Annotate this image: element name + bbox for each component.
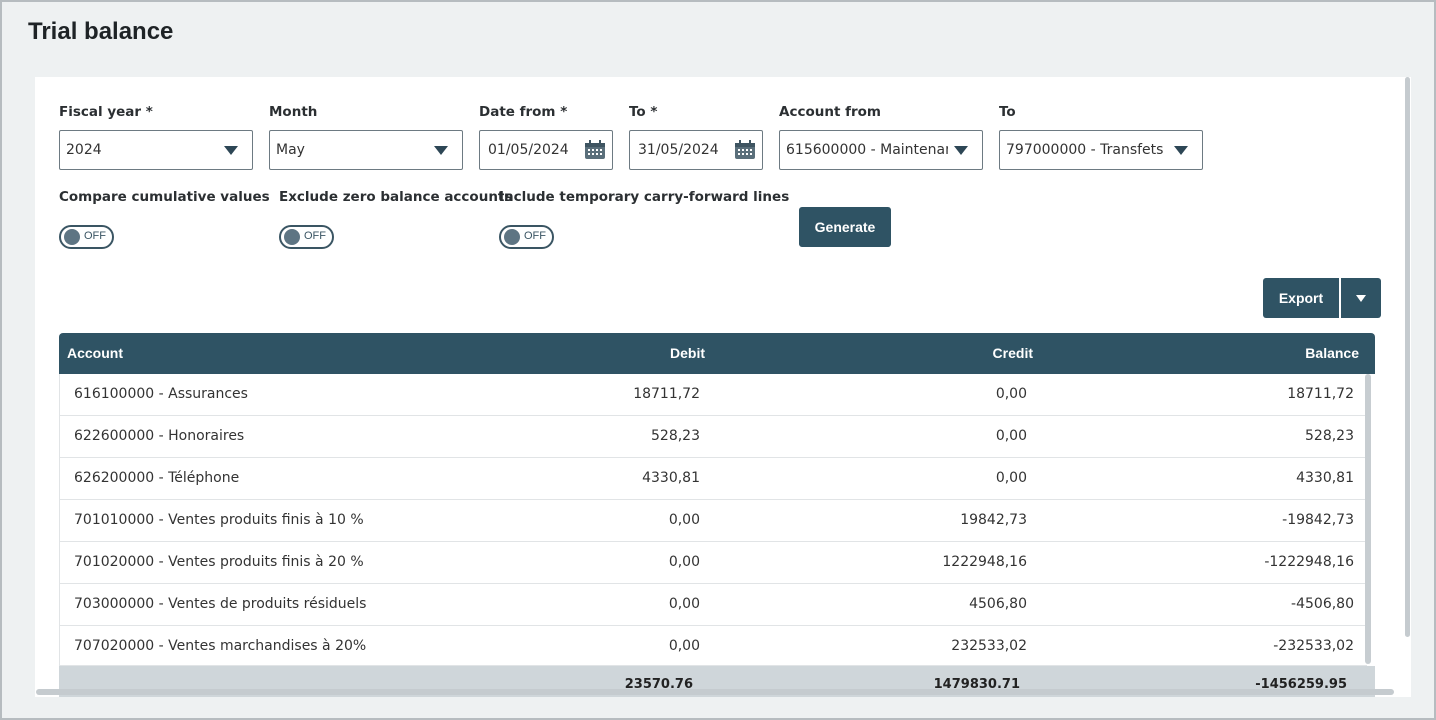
table-row[interactable]: 626200000 - Téléphone 4330,81 0,00 4330,… — [59, 458, 1367, 500]
toggle-state: OFF — [524, 230, 546, 242]
table-header: Account Debit Credit Balance — [59, 333, 1375, 374]
cell-account: 707020000 - Ventes marchandises à 20% — [74, 638, 367, 654]
calendar-icon[interactable] — [584, 140, 606, 160]
cell-balance: 4330,81 — [1296, 470, 1354, 486]
cell-credit: 4506,80 — [969, 596, 1027, 612]
toggle-state: OFF — [304, 230, 326, 242]
col-credit: Credit — [992, 345, 1033, 361]
compare-cumulative-label: Compare cumulative values — [59, 189, 270, 205]
page-horizontal-scrollbar[interactable] — [36, 689, 1394, 695]
cell-debit: 0,00 — [668, 512, 700, 528]
compare-cumulative-toggle[interactable]: OFF — [59, 225, 114, 249]
exclude-zero-toggle[interactable]: OFF — [279, 225, 334, 249]
cell-account: 616100000 - Assurances — [74, 386, 248, 402]
table-row[interactable]: 701010000 - Ventes produits finis à 10 %… — [59, 500, 1367, 542]
cell-credit: 1222948,16 — [942, 554, 1027, 570]
include-carry-forward-toggle[interactable]: OFF — [499, 225, 554, 249]
toggle-knob — [504, 229, 520, 245]
table-row[interactable]: 703000000 - Ventes de produits résiduels… — [59, 584, 1367, 626]
account-from-select[interactable]: 615600000 - Maintenance — [779, 130, 983, 170]
cell-account: 622600000 - Honoraires — [74, 428, 245, 444]
page-vertical-scrollbar[interactable] — [1405, 77, 1410, 637]
table-row[interactable]: 707020000 - Ventes marchandises à 20% 0,… — [59, 626, 1367, 666]
cell-credit: 19842,73 — [960, 512, 1027, 528]
cell-balance: 18711,72 — [1287, 386, 1354, 402]
page-title: Trial balance — [28, 18, 174, 45]
fiscal-year-select[interactable]: 2024 — [59, 130, 253, 170]
cell-balance: -1222948,16 — [1264, 554, 1354, 570]
cell-account: 703000000 - Ventes de produits résiduels — [74, 596, 367, 612]
cell-account: 701020000 - Ventes produits finis à 20 % — [74, 554, 364, 570]
exclude-zero-label: Exclude zero balance accounts — [279, 189, 513, 205]
col-debit: Debit — [670, 345, 705, 361]
cell-balance: -4506,80 — [1291, 596, 1354, 612]
toggle-state: OFF — [84, 230, 106, 242]
cell-account: 626200000 - Téléphone — [74, 470, 240, 486]
account-to-select[interactable]: 797000000 - Transfets de — [999, 130, 1203, 170]
date-to-label: To * — [629, 104, 658, 120]
export-menu-button[interactable] — [1341, 278, 1381, 318]
cell-debit: 0,00 — [668, 638, 700, 654]
cell-debit: 0,00 — [668, 596, 700, 612]
date-to-value: 31/05/2024 — [638, 142, 719, 158]
chevron-down-icon — [1356, 294, 1366, 302]
cell-credit: 0,00 — [995, 470, 1027, 486]
account-from-label: Account from — [779, 104, 881, 120]
cell-balance: -232533,02 — [1273, 638, 1354, 654]
account-to-label: To — [999, 104, 1016, 120]
chevron-down-icon — [434, 145, 448, 155]
cell-account: 701010000 - Ventes produits finis à 10 % — [74, 512, 364, 528]
total-credit: 1479830.71 — [933, 677, 1020, 692]
cell-debit: 0,00 — [668, 554, 700, 570]
cell-debit: 4330,81 — [642, 470, 700, 486]
total-balance: -1456259.95 — [1255, 677, 1347, 692]
export-button[interactable]: Export — [1263, 278, 1339, 318]
month-label: Month — [269, 104, 318, 120]
calendar-icon[interactable] — [734, 140, 756, 160]
month-value: May — [276, 142, 305, 158]
table-scrollbar[interactable] — [1365, 374, 1371, 664]
date-from-input[interactable]: 01/05/2024 — [479, 130, 613, 170]
cell-balance: 528,23 — [1305, 428, 1354, 444]
cell-debit: 18711,72 — [633, 386, 700, 402]
chevron-down-icon — [954, 145, 968, 155]
account-to-value: 797000000 - Transfets de — [1006, 142, 1168, 158]
chevron-down-icon — [224, 145, 238, 155]
toggle-knob — [284, 229, 300, 245]
cell-credit: 232533,02 — [951, 638, 1027, 654]
trial-balance-table: Account Debit Credit Balance 616100000 -… — [59, 333, 1375, 697]
table-row[interactable]: 622600000 - Honoraires 528,23 0,00 528,2… — [59, 416, 1367, 458]
include-carry-forward-label: Include temporary carry-forward lines — [499, 189, 790, 205]
cell-credit: 0,00 — [995, 428, 1027, 444]
col-balance: Balance — [1305, 345, 1359, 361]
chevron-down-icon — [1174, 145, 1188, 155]
table-row[interactable]: 616100000 - Assurances 18711,72 0,00 187… — [59, 374, 1367, 416]
report-card: Fiscal year * Month Date from * To * Acc… — [35, 77, 1411, 697]
table-row[interactable]: 701020000 - Ventes produits finis à 20 %… — [59, 542, 1367, 584]
month-select[interactable]: May — [269, 130, 463, 170]
fiscal-year-label: Fiscal year * — [59, 104, 153, 120]
account-from-value: 615600000 - Maintenance — [786, 142, 948, 158]
cell-debit: 528,23 — [651, 428, 700, 444]
fiscal-year-value: 2024 — [66, 142, 102, 158]
toggle-knob — [64, 229, 80, 245]
date-from-value: 01/05/2024 — [488, 142, 569, 158]
total-debit: 23570.76 — [624, 677, 693, 692]
generate-button[interactable]: Generate — [799, 207, 891, 247]
date-to-input[interactable]: 31/05/2024 — [629, 130, 763, 170]
cell-balance: -19842,73 — [1282, 512, 1354, 528]
col-account: Account — [67, 345, 123, 361]
date-from-label: Date from * — [479, 104, 568, 120]
cell-credit: 0,00 — [995, 386, 1027, 402]
